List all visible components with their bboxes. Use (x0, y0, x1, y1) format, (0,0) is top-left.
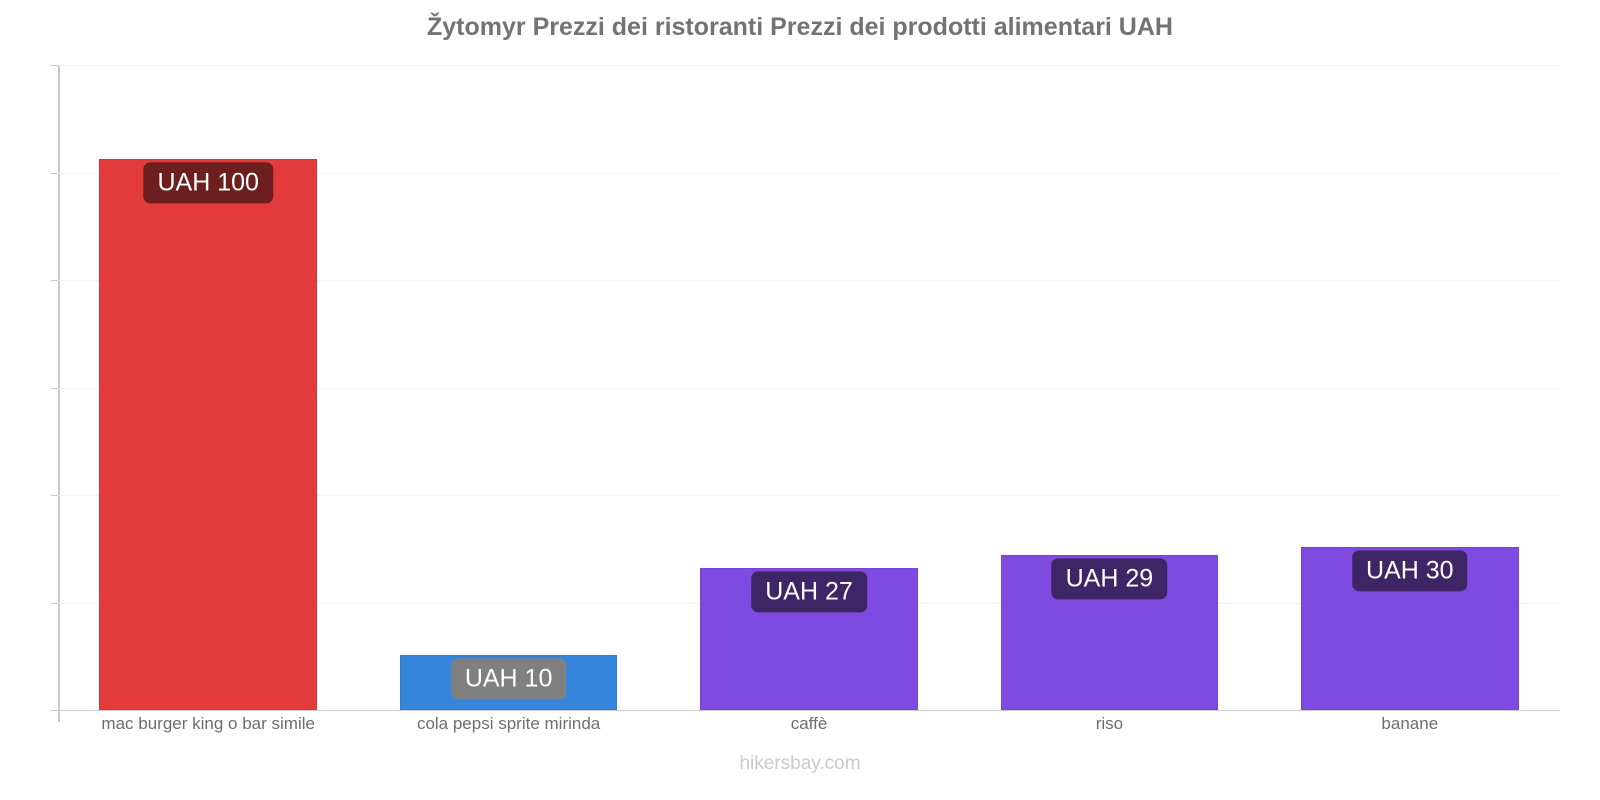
y-axis-tick-mark (51, 280, 58, 281)
bar-value-label: UAH 27 (751, 570, 867, 613)
x-axis-category-label: riso (1095, 714, 1124, 733)
bar[interactable] (700, 567, 918, 710)
bar-value-label: UAH 10 (450, 658, 567, 700)
gridline-0 (58, 710, 1560, 711)
bar-value-label: UAH 30 (1352, 550, 1468, 592)
y-axis-line (58, 65, 60, 722)
gridline-80 (58, 280, 1560, 281)
gridline-120 (58, 65, 1560, 66)
y-axis-tick-mark (51, 65, 58, 66)
y-axis-tick-mark (51, 495, 58, 496)
chart-title: Žytomyr Prezzi dei ristoranti Prezzi dei… (427, 13, 1173, 41)
x-axis-category-label: banane (1381, 714, 1439, 733)
y-axis-tick-label: 20 (0, 593, 8, 613)
x-axis-category-label: mac burger king o bar simile (101, 714, 315, 733)
y-axis-tick-label: 40 (0, 485, 8, 505)
y-axis-tick-mark (51, 172, 58, 174)
y-axis-tick-label: 120 (0, 55, 8, 75)
y-axis-tick-label: 60 (0, 378, 8, 398)
x-axis-category-label: caffè (790, 714, 828, 733)
bar[interactable] (99, 159, 318, 710)
bar-value-label: UAH 100 (143, 162, 273, 204)
y-axis-tick-label: 80 (0, 270, 8, 290)
y-axis-tick-mark (51, 710, 58, 711)
y-axis-tick-mark (51, 602, 58, 604)
y-axis-tick-mark (51, 387, 58, 389)
bar-value-label: UAH 29 (1051, 558, 1168, 600)
y-axis-tick-label: 100 (0, 163, 8, 183)
footer-credit: hikersbay.com (739, 753, 861, 774)
y-axis-tick-label: 0 (0, 700, 8, 720)
gridline-40 (58, 495, 1560, 496)
gridline-60 (58, 387, 1560, 389)
x-axis-category-label: cola pepsi sprite mirinda (416, 714, 601, 733)
gridline-100 (58, 172, 1560, 174)
